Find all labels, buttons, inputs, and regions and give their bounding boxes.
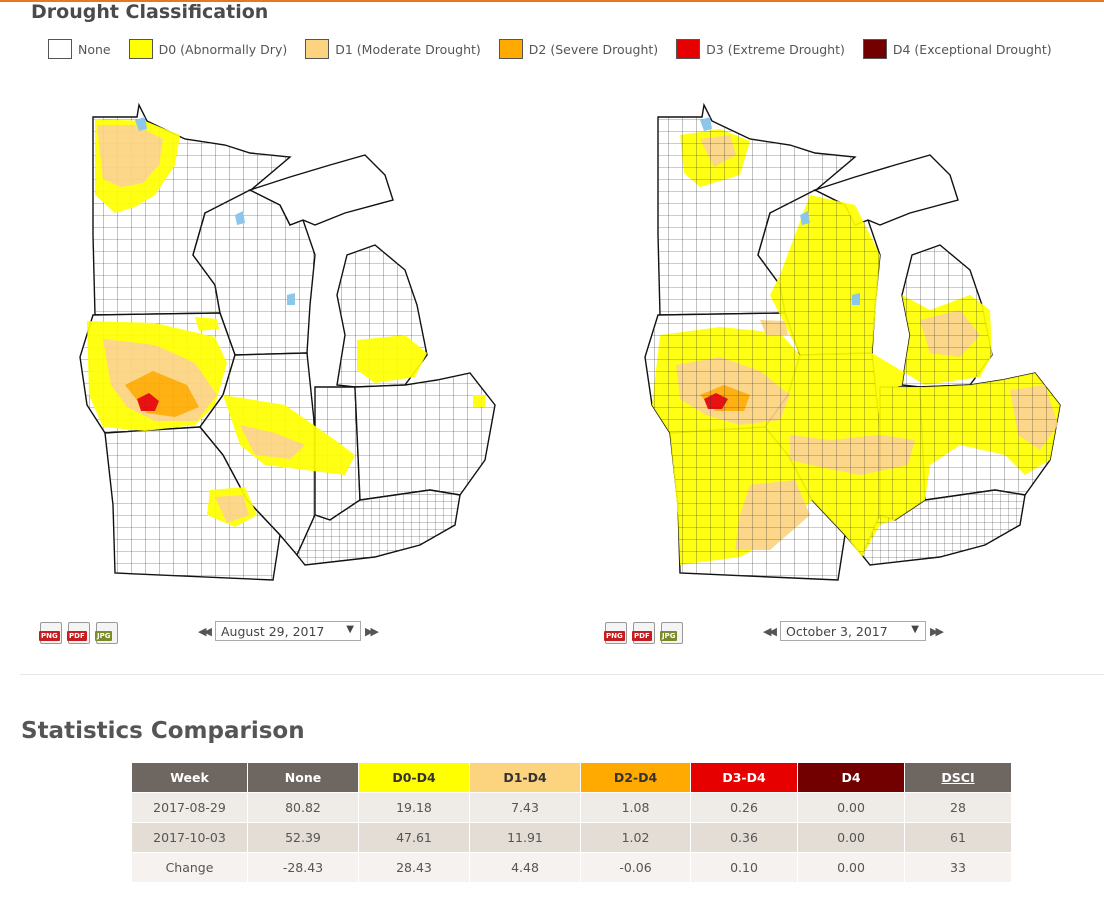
legend-swatch — [305, 39, 330, 59]
table-cell: 47.61 — [358, 822, 470, 853]
legend-swatch — [498, 39, 523, 59]
pdf-label: PDF — [632, 631, 652, 641]
col-header-d1-d4: D1-D4 — [469, 762, 581, 793]
d1-area — [97, 125, 163, 187]
table-cell: 80.82 — [247, 792, 359, 823]
date-select-right[interactable]: October 3, 2017 ▼ — [780, 621, 926, 641]
table-cell: 11.91 — [469, 822, 581, 853]
table-cell: 7.43 — [469, 792, 581, 823]
table-cell: 0.00 — [797, 822, 905, 853]
col-header-d4: D4 — [797, 762, 905, 793]
date-select-left[interactable]: August 29, 2017 ▼ — [215, 621, 361, 641]
table-cell: 52.39 — [247, 822, 359, 853]
legend-label: D2 (Severe Drought) — [528, 41, 659, 57]
stats-title: Statistics Comparison — [21, 718, 305, 744]
legend-label: None — [78, 41, 111, 57]
col-header-d3-d4: D3-D4 — [690, 762, 798, 793]
download-png-button[interactable]: PNG — [39, 622, 62, 644]
next-week-icon[interactable]: ▶▶ — [365, 625, 379, 638]
table-cell: 1.08 — [580, 792, 691, 823]
county-grid — [645, 105, 1060, 580]
selected-date: October 3, 2017 — [786, 624, 888, 639]
section-divider — [20, 674, 1104, 675]
png-label: PNG — [39, 631, 60, 641]
download-png-button[interactable]: PNG — [604, 622, 627, 644]
d0-area — [195, 317, 219, 331]
selected-date: August 29, 2017 — [221, 624, 325, 639]
table-row: 2017-10-03 52.39 47.61 11.91 1.02 0.36 0… — [131, 822, 1012, 853]
d3-area — [137, 393, 159, 411]
stats-table: Week None D0-D4 D1-D4 D2-D4 D3-D4 D4 DSC… — [131, 762, 1012, 883]
table-cell: 0.00 — [797, 792, 905, 823]
col-header-week: Week — [131, 762, 248, 793]
legend-item-d2: D2 (Severe Drought) — [498, 39, 659, 59]
legend-swatch — [676, 39, 701, 59]
drought-map-left — [75, 95, 505, 595]
table-cell: 2017-08-29 — [131, 792, 248, 823]
download-jpg-button[interactable]: JPG — [95, 622, 118, 644]
legend: None D0 (Abnormally Dry) D1 (Moderate Dr… — [48, 38, 1070, 60]
legend-item-d3: D3 (Extreme Drought) — [676, 39, 845, 59]
d1-area — [215, 495, 249, 523]
drought-map-right — [640, 95, 1070, 595]
download-pdf-button[interactable]: PDF — [67, 622, 90, 644]
legend-swatch — [128, 39, 153, 59]
table-cell: 0.10 — [690, 852, 798, 883]
legend-label: D3 (Extreme Drought) — [706, 41, 845, 57]
table-cell: 28 — [904, 792, 1012, 823]
table-cell: Change — [131, 852, 248, 883]
legend-label: D1 (Moderate Drought) — [335, 41, 481, 57]
legend-item-none: None — [48, 39, 111, 59]
table-cell: 2017-10-03 — [131, 822, 248, 853]
drought-areas — [87, 119, 485, 527]
table-cell: 33 — [904, 852, 1012, 883]
chevron-down-icon: ▼ — [346, 624, 354, 635]
d1-area — [240, 425, 305, 459]
col-header-d2-d4: D2-D4 — [580, 762, 691, 793]
table-row: 2017-08-29 80.82 19.18 7.43 1.08 0.26 0.… — [131, 792, 1012, 823]
top-accent-rule — [0, 0, 1104, 2]
table-cell: 1.02 — [580, 822, 691, 853]
pdf-label: PDF — [67, 631, 87, 641]
legend-swatch — [48, 39, 72, 59]
section-title: Drought Classification — [31, 1, 269, 23]
download-pdf-button[interactable]: PDF — [632, 622, 655, 644]
table-cell: 19.18 — [358, 792, 470, 823]
png-label: PNG — [604, 631, 625, 641]
legend-item-d1: D1 (Moderate Drought) — [305, 39, 481, 59]
d0-area — [473, 395, 485, 407]
state-mi-up — [248, 154, 394, 226]
water-bodies — [135, 117, 295, 305]
legend-item-d4: D4 (Exceptional Drought) — [862, 39, 1052, 59]
table-cell: 0.26 — [690, 792, 798, 823]
dsci-link-label: DSCI — [941, 770, 975, 785]
table-cell: -28.43 — [247, 852, 359, 883]
drought-map-svg — [79, 102, 496, 581]
drought-map-svg — [644, 102, 1061, 581]
previous-week-icon[interactable]: ◀◀ — [763, 625, 777, 638]
previous-week-icon[interactable]: ◀◀ — [198, 625, 212, 638]
table-cell: -0.06 — [580, 852, 691, 883]
d0-area — [357, 335, 427, 383]
table-cell: 28.43 — [358, 852, 470, 883]
stats-header-row: Week None D0-D4 D1-D4 D2-D4 D3-D4 D4 DSC… — [131, 762, 1012, 793]
legend-label: D4 (Exceptional Drought) — [892, 41, 1052, 57]
jpg-label: JPG — [660, 631, 678, 641]
next-week-icon[interactable]: ▶▶ — [930, 625, 944, 638]
legend-swatch — [862, 39, 887, 59]
chevron-down-icon: ▼ — [911, 624, 919, 635]
download-jpg-button[interactable]: JPG — [660, 622, 683, 644]
legend-item-d0: D0 (Abnormally Dry) — [128, 39, 288, 59]
jpg-label: JPG — [95, 631, 113, 641]
legend-label: D0 (Abnormally Dry) — [158, 41, 288, 57]
col-header-d0-d4: D0-D4 — [358, 762, 470, 793]
table-row: Change -28.43 28.43 4.48 -0.06 0.10 0.00… — [131, 852, 1012, 883]
col-header-none: None — [247, 762, 359, 793]
water-bodies — [700, 117, 860, 305]
table-cell: 61 — [904, 822, 1012, 853]
table-cell: 0.00 — [797, 852, 905, 883]
table-cell: 0.36 — [690, 822, 798, 853]
table-cell: 4.48 — [469, 852, 581, 883]
col-header-dsci-link[interactable]: DSCI — [904, 762, 1012, 793]
